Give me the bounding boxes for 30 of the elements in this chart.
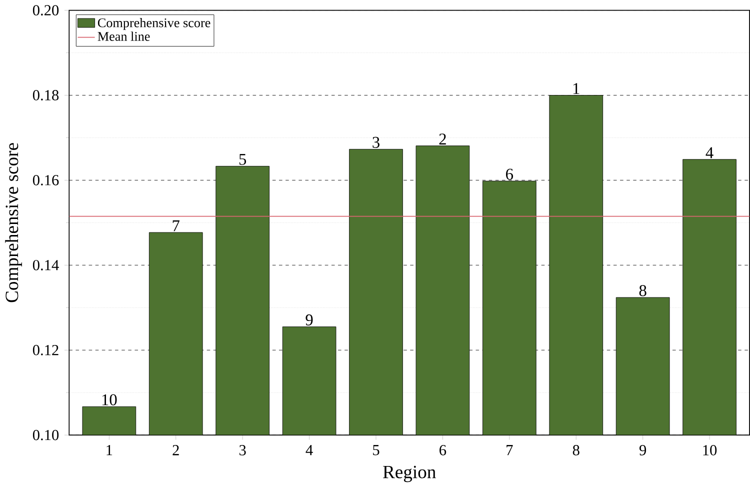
y-axis-title: Comprehensive score	[5, 142, 22, 302]
y-tick-label: 0.18	[32, 90, 59, 100]
x-tick-label: 1	[106, 444, 112, 456]
x-tick-label: 5	[373, 444, 380, 456]
annotation: 6	[506, 168, 514, 180]
annotation: 8	[639, 284, 646, 296]
annotation: 9	[306, 314, 313, 326]
x-tick-label: 6	[440, 444, 446, 456]
x-tick-label: 10	[703, 444, 717, 456]
x-tick-label: 8	[572, 444, 580, 456]
x-axis-title: Region	[383, 466, 436, 482]
y-tick-label: 0.10	[32, 430, 59, 440]
annotation: 5	[239, 154, 246, 165]
x-tick-label: 3	[239, 444, 246, 456]
annotation: 1	[573, 83, 580, 94]
annotation: 10	[102, 394, 117, 406]
x-tick-label: 7	[506, 444, 513, 455]
x-tick-label: 4	[306, 444, 313, 456]
annotation: 7	[172, 220, 180, 232]
y-tick-label: 0.12	[32, 344, 58, 356]
y-tick-label: 0.20	[32, 4, 59, 16]
x-tick-label: 2	[172, 444, 179, 456]
legend-label: Mean line	[98, 32, 150, 41]
annotation: 4	[706, 147, 714, 158]
x-tick-label: 9	[640, 444, 646, 456]
y-tick-label: 0.16	[32, 174, 59, 186]
annotation: 3	[372, 136, 380, 148]
legend-label: Comprehensive score	[98, 18, 210, 30]
y-tick-label: 0.14	[32, 260, 59, 270]
annotation: 2	[439, 134, 446, 144]
